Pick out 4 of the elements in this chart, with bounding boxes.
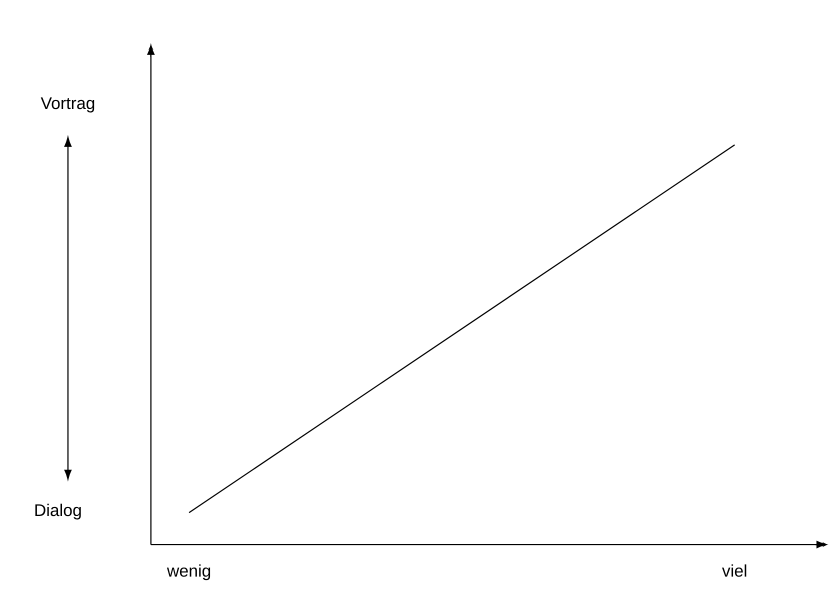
text: Dialog [35, 504, 81, 520]
text: Vortrag [40, 98, 94, 113]
x-tick-label: viel [722, 564, 746, 578]
x-tick-label: wenig [166, 564, 210, 580]
